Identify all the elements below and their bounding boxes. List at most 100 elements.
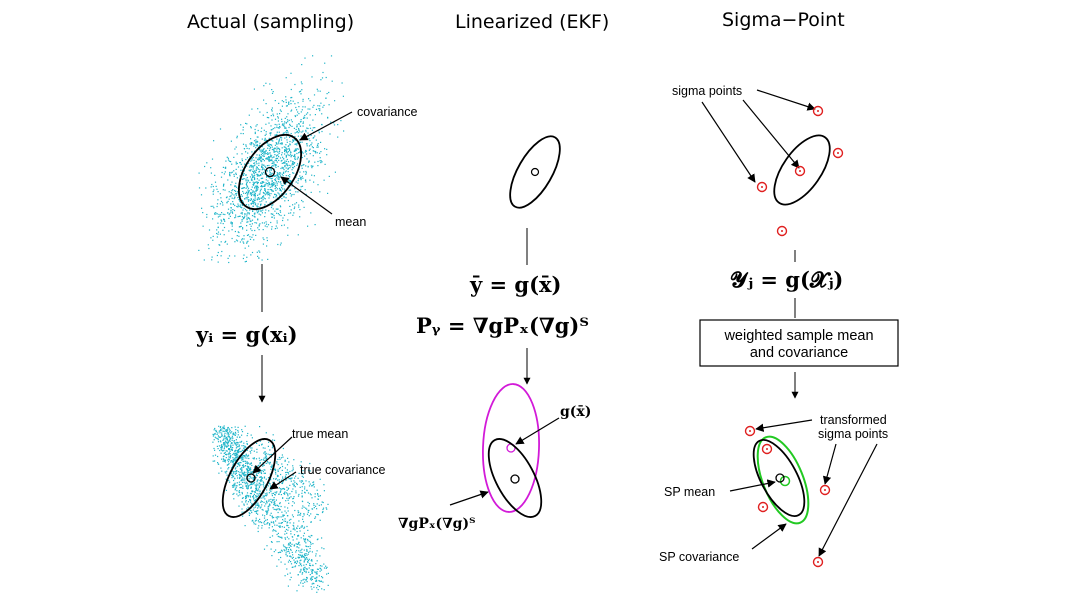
sample-point — [230, 460, 232, 462]
sample-point — [245, 453, 247, 455]
sample-point — [319, 157, 321, 159]
sample-point — [269, 148, 271, 150]
sample-point — [302, 505, 304, 507]
sample-point — [268, 193, 270, 195]
sample-point — [228, 445, 230, 447]
sample-point — [291, 514, 294, 516]
sample-point — [272, 115, 275, 117]
sample-point — [285, 96, 287, 98]
sample-point — [290, 180, 292, 182]
sample-point — [257, 136, 259, 138]
sample-point — [303, 564, 305, 566]
sample-point — [296, 560, 298, 562]
sample-point — [271, 205, 273, 207]
sample-point — [220, 213, 222, 216]
sample-point — [289, 542, 291, 544]
sample-point — [290, 110, 292, 112]
sample-point — [275, 469, 277, 471]
sample-point — [261, 158, 263, 160]
sample-point — [261, 165, 263, 168]
sample-point — [276, 220, 278, 222]
sample-point — [300, 569, 302, 571]
sample-point — [266, 457, 268, 459]
sample-point — [314, 516, 317, 518]
sample-point — [230, 209, 232, 211]
sample-cloud-prior — [198, 55, 345, 264]
sample-point — [290, 477, 292, 479]
sample-point — [230, 461, 232, 463]
sample-point — [256, 189, 258, 191]
sample-point — [297, 495, 300, 497]
sample-point — [302, 201, 304, 203]
sample-point — [309, 470, 311, 472]
sample-point — [249, 192, 252, 194]
sigma-point — [756, 181, 768, 193]
sample-point — [250, 203, 252, 205]
sample-point — [312, 150, 314, 152]
sample-point — [317, 568, 319, 570]
sample-point — [229, 448, 231, 450]
sample-point — [242, 497, 244, 499]
sample-point — [240, 457, 242, 459]
sample-point — [263, 129, 265, 131]
sample-point — [208, 229, 211, 231]
sample-point — [319, 519, 321, 521]
sample-point — [234, 478, 236, 480]
sample-point — [264, 170, 266, 172]
sample-point — [254, 506, 257, 508]
sample-point — [275, 134, 277, 136]
sample-point — [263, 496, 265, 498]
sample-point — [310, 579, 312, 581]
sample-point — [272, 204, 274, 206]
sample-point — [232, 476, 235, 478]
sample-point — [245, 158, 247, 161]
sample-point — [255, 203, 257, 205]
sample-point — [269, 168, 271, 170]
sample-point — [275, 516, 277, 518]
sample-point — [214, 454, 217, 456]
sample-point — [279, 467, 281, 469]
sample-point — [221, 434, 223, 436]
sample-point — [243, 481, 245, 483]
sample-point — [242, 458, 244, 460]
sample-point — [291, 490, 293, 493]
sample-point — [227, 443, 229, 445]
sample-point — [243, 466, 245, 468]
panel-title-sigma-point: Sigma−Point — [722, 9, 845, 31]
sample-point — [211, 256, 213, 258]
sample-point — [287, 471, 289, 474]
sample-point — [246, 198, 248, 200]
sample-point — [221, 435, 223, 438]
sample-point — [250, 164, 252, 166]
sample-point — [255, 489, 257, 491]
sample-point — [276, 188, 279, 190]
sample-point — [242, 454, 244, 456]
sample-point — [234, 452, 236, 454]
sample-point — [316, 577, 318, 579]
sample-point — [307, 546, 309, 548]
sample-point — [246, 196, 248, 198]
sample-point — [243, 445, 245, 447]
sample-point — [285, 121, 287, 124]
sample-point — [222, 204, 224, 206]
sample-point — [320, 79, 322, 81]
sample-point — [243, 235, 245, 237]
sample-point — [242, 173, 244, 175]
sample-point — [255, 189, 257, 191]
sample-point — [271, 107, 273, 109]
sample-point — [246, 457, 248, 459]
sample-point — [311, 560, 313, 562]
sample-point — [297, 156, 299, 158]
sample-point — [235, 447, 237, 449]
sample-point — [300, 568, 302, 570]
sample-point — [232, 447, 234, 449]
sample-point — [292, 161, 294, 163]
sample-point — [266, 458, 268, 460]
sample-point — [282, 162, 285, 164]
sample-point — [251, 511, 253, 514]
sample-point — [267, 147, 269, 149]
sample-point — [302, 100, 304, 102]
sample-point — [292, 172, 294, 174]
sample-point — [241, 153, 243, 155]
sample-point — [300, 526, 302, 528]
